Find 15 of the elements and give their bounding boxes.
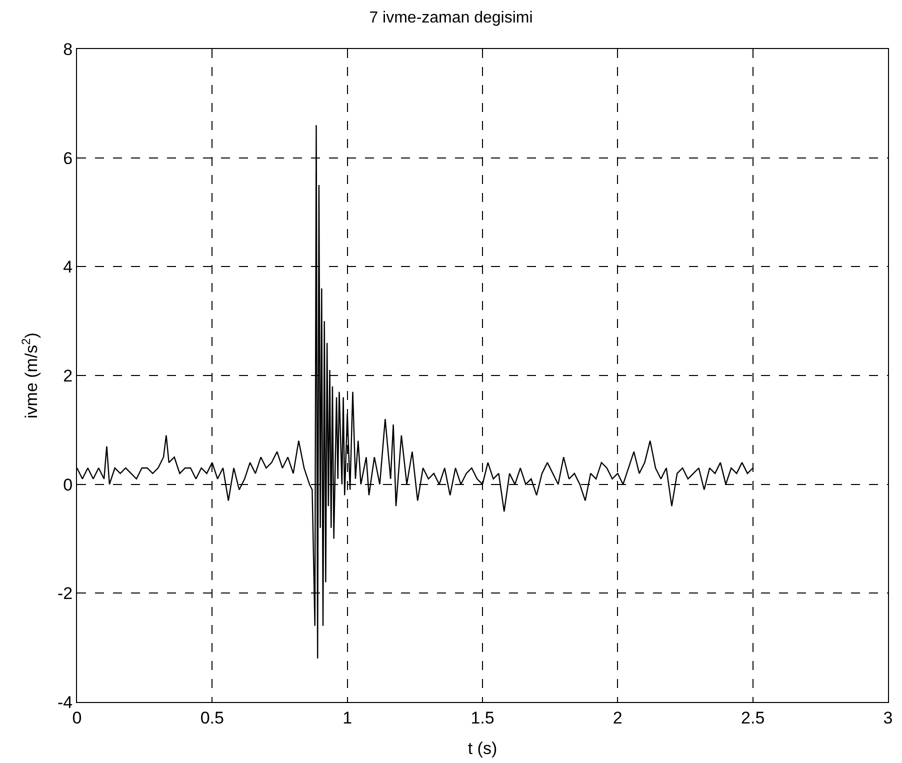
- x-tick-label: 2.5: [741, 708, 765, 728]
- x-tick-label: 0.5: [200, 708, 224, 728]
- y-tick-label: 6: [63, 148, 73, 168]
- x-tick-label: 3: [883, 708, 893, 728]
- y-tick-label: -2: [57, 584, 73, 604]
- y-tick-label: 4: [63, 258, 73, 277]
- y-tick-label: -4: [57, 692, 73, 712]
- y-tick-label: 0: [63, 475, 73, 494]
- y-tick-label: 2: [63, 366, 73, 386]
- x-tick-label: 1.5: [470, 708, 494, 728]
- chart-title: 7 ivme-zaman degisimi: [369, 10, 533, 27]
- x-tick-label: 2: [612, 708, 622, 728]
- x-axis-title: t (s): [468, 738, 498, 758]
- x-tick-label: 1: [342, 708, 352, 728]
- y-tick-label: 8: [63, 40, 73, 59]
